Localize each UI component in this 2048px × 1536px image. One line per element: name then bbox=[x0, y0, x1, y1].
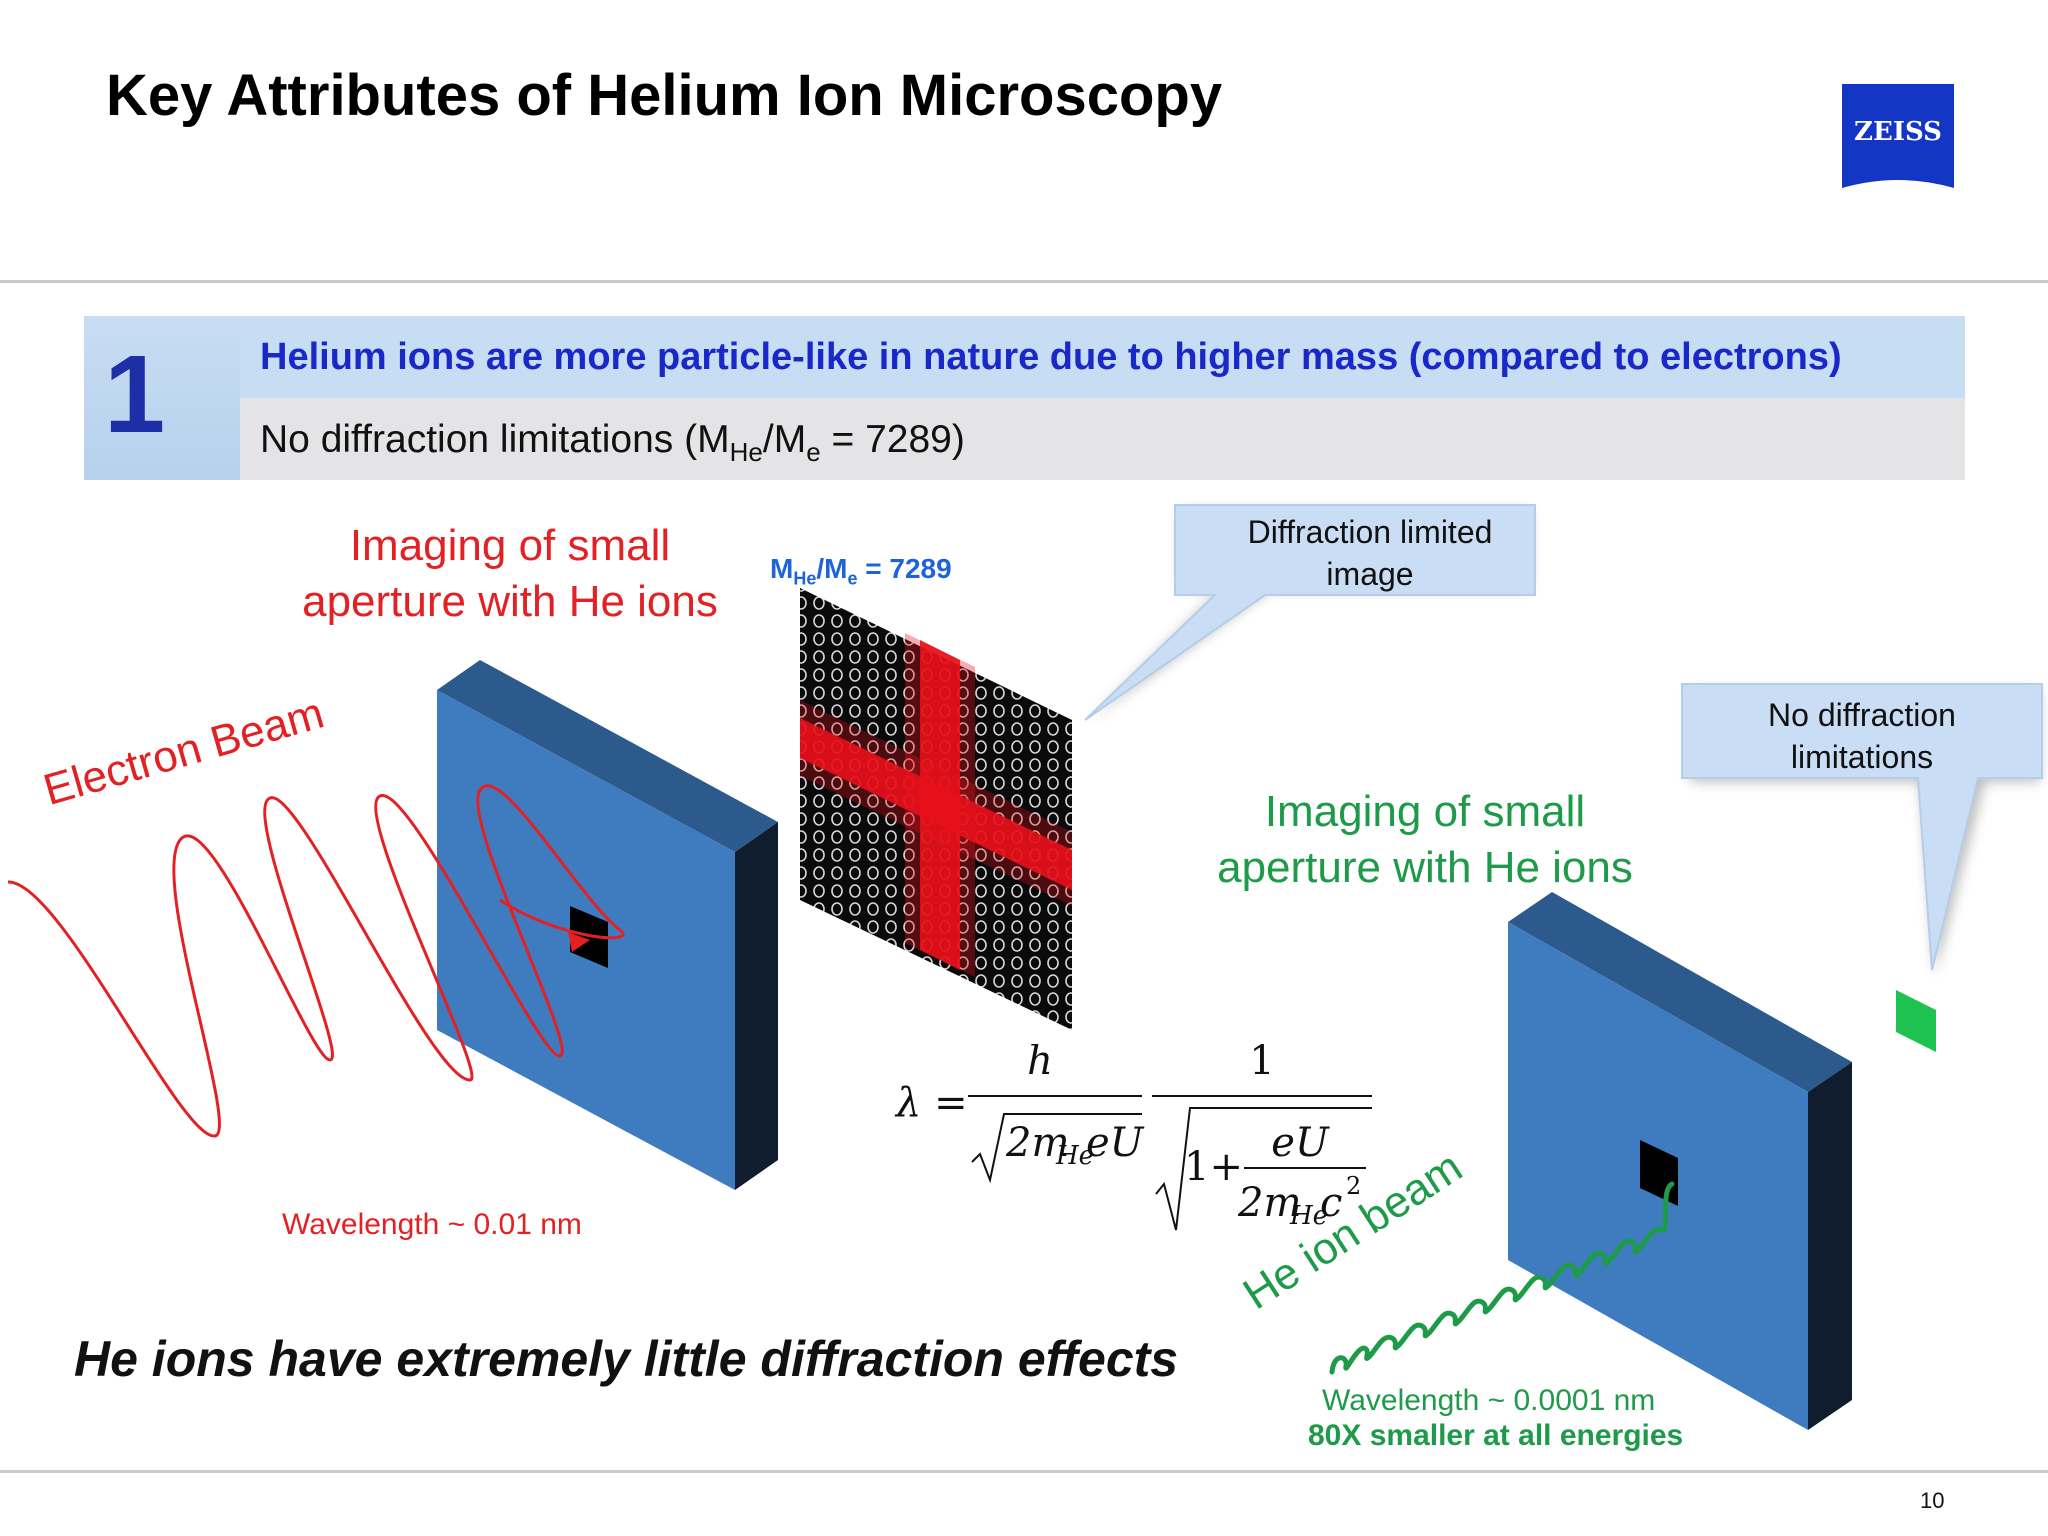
callout-diffraction-text: Diffraction limited image bbox=[1247, 514, 1493, 592]
wavelength-comparison: 80X smaller at all energies bbox=[1308, 1419, 1684, 1452]
diffraction-pattern bbox=[800, 588, 1072, 1030]
point-number: 1 bbox=[104, 333, 166, 456]
subline-band bbox=[240, 398, 1965, 480]
footer-divider bbox=[0, 1470, 2048, 1473]
svg-text:2m: 2m bbox=[1005, 1120, 1069, 1166]
logo-text: ZEISS bbox=[1854, 117, 1942, 147]
point-subline: No diffraction limitations (MHe/Me = 728… bbox=[260, 418, 965, 467]
electron-wave-trace bbox=[7, 784, 625, 1138]
point-headline: Helium ions are more particle-like in na… bbox=[260, 336, 1842, 378]
callout-diffraction bbox=[1084, 504, 1536, 721]
svg-text:1: 1 bbox=[1249, 1044, 1274, 1084]
page-number: 10 bbox=[1920, 1488, 1945, 1513]
headline-band bbox=[240, 316, 1965, 398]
slide-title: Key Attributes of Helium Ion Microscopy bbox=[106, 63, 1223, 128]
mass-ratio-label: MHe/Me = 7289 bbox=[770, 553, 952, 589]
svg-text:c: c bbox=[1320, 1180, 1342, 1226]
left-diagram-title: Imaging of small aperture with He ions bbox=[302, 521, 718, 626]
left-aperture-plate bbox=[437, 660, 778, 1190]
undiffracted-spot bbox=[1896, 990, 1936, 1052]
svg-text:h: h bbox=[1027, 1044, 1053, 1084]
callout-no-diffraction bbox=[1681, 683, 2043, 975]
wavelength-formula: λ = h 2m He eU 1 1+ eU 2m He c 2 bbox=[894, 1044, 1372, 1231]
svg-text:1+: 1+ bbox=[1184, 1144, 1243, 1190]
svg-text:λ =: λ = bbox=[894, 1080, 968, 1126]
svg-text:He: He bbox=[1055, 1141, 1094, 1171]
zeiss-logo: ZEISS bbox=[1842, 84, 1954, 196]
point-number-box bbox=[84, 316, 240, 480]
svg-text:eU: eU bbox=[1086, 1120, 1145, 1166]
svg-text:He: He bbox=[1289, 1201, 1328, 1231]
he-ion-wave bbox=[1329, 1181, 1675, 1375]
right-aperture-plate bbox=[1508, 892, 1852, 1430]
callout-no-diffraction-text: No diffraction limitations bbox=[1768, 697, 1956, 775]
header-divider bbox=[0, 280, 2048, 283]
svg-text:eU: eU bbox=[1271, 1120, 1330, 1166]
right-diagram-title: Imaging of small aperture with He ions bbox=[1217, 787, 1633, 892]
svg-text:2: 2 bbox=[1346, 1172, 1361, 1200]
svg-text:2m: 2m bbox=[1237, 1180, 1301, 1226]
left-aperture-hole bbox=[570, 906, 608, 968]
electron-arrow-head bbox=[568, 932, 590, 952]
conclusion-text: He ions have extremely little diffractio… bbox=[74, 1331, 1179, 1387]
electron-wavelength: Wavelength ~ 0.01 nm bbox=[282, 1208, 582, 1241]
he-wavelength: Wavelength ~ 0.0001 nm bbox=[1322, 1384, 1656, 1417]
